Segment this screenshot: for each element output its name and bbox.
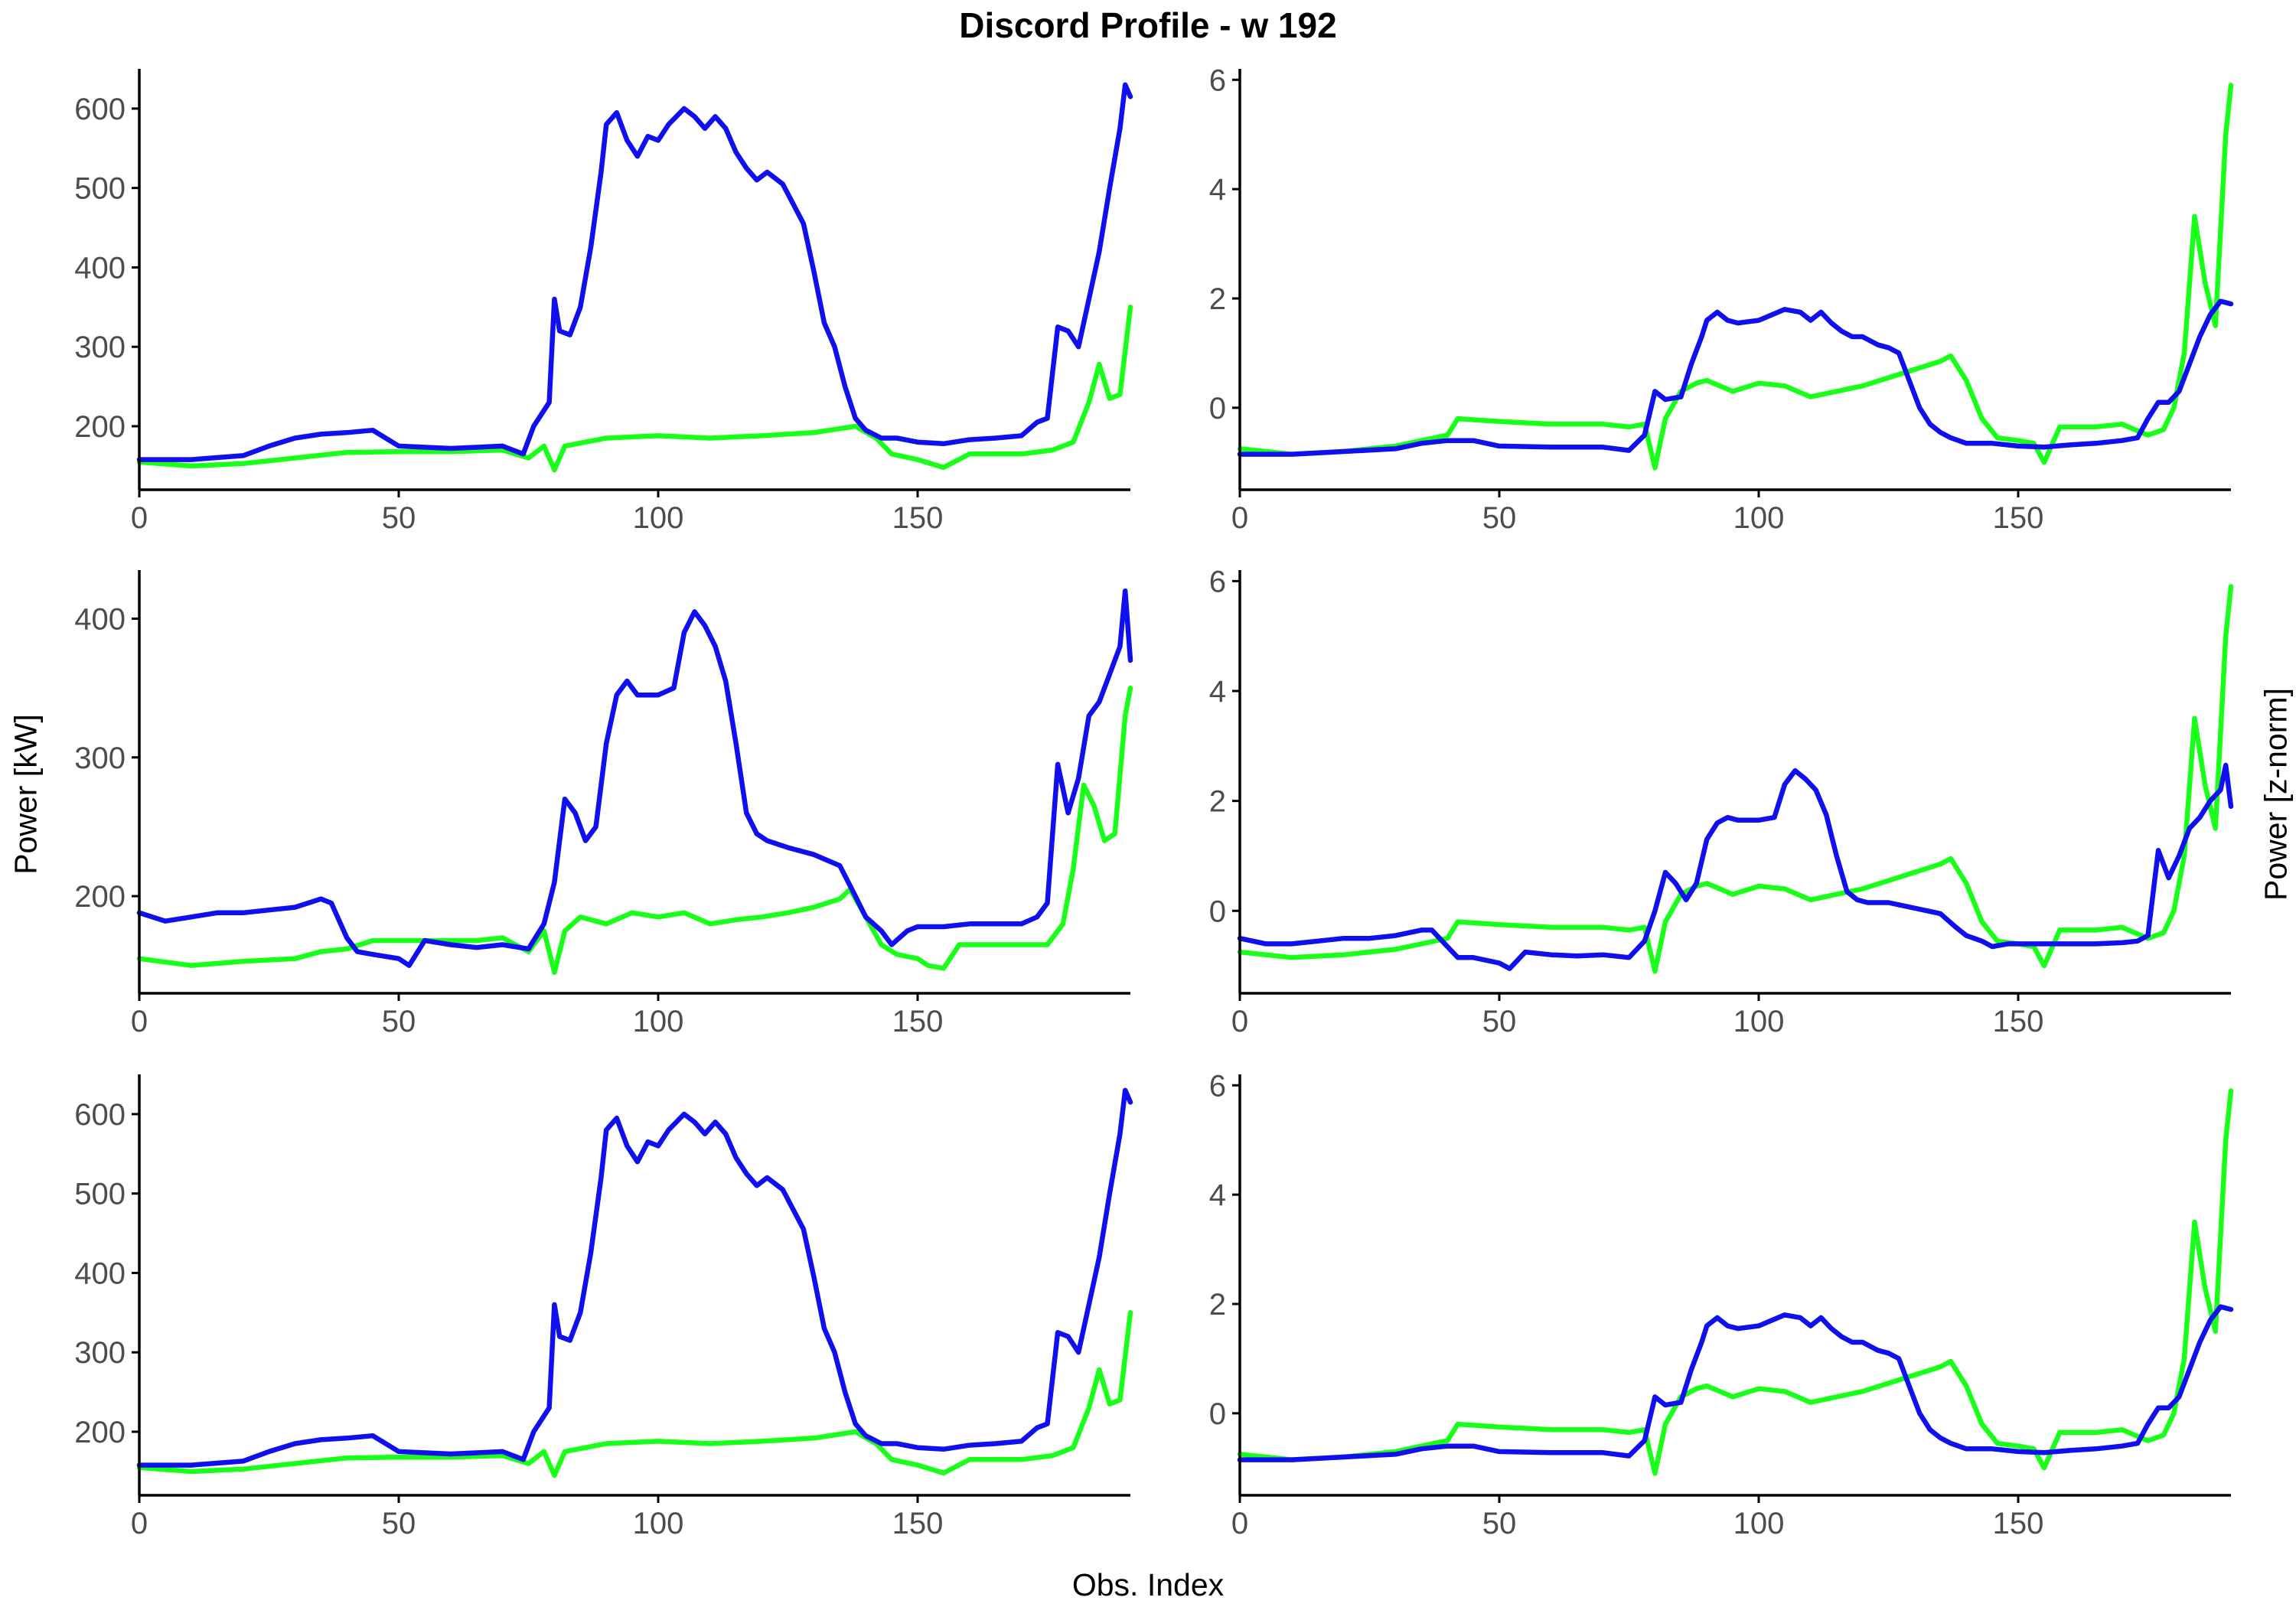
x-tick-label: 50 bbox=[1482, 1005, 1517, 1038]
y-tick-label: 2 bbox=[1209, 282, 1226, 316]
series-line-blue bbox=[1237, 762, 2234, 971]
y-tick-label: 200 bbox=[74, 880, 126, 914]
y-tick-label: 600 bbox=[74, 93, 126, 126]
series-line-blue bbox=[136, 1087, 1133, 1468]
series-line-green bbox=[1237, 584, 2234, 974]
y-tick-label: 400 bbox=[74, 251, 126, 285]
x-tick-label: 100 bbox=[1733, 501, 1785, 535]
series-line-blue bbox=[1237, 1304, 2234, 1462]
y-tick-label: 300 bbox=[74, 742, 126, 775]
x-tick-label: 50 bbox=[1482, 1507, 1517, 1540]
y-tick-label: 400 bbox=[74, 602, 126, 636]
x-tick-label: 50 bbox=[1482, 501, 1517, 535]
series-line-green bbox=[1237, 83, 2234, 471]
x-tick-label: 50 bbox=[382, 1507, 416, 1540]
y-tick-label: 200 bbox=[74, 1416, 126, 1449]
y-tick-label: 500 bbox=[74, 1178, 126, 1211]
x-tick-label: 0 bbox=[131, 501, 148, 535]
panel-row2-left: 200 300 400 0 50 100 150 bbox=[74, 570, 1133, 1038]
x-tick-label: 150 bbox=[892, 501, 944, 535]
x-tick-label: 0 bbox=[131, 1005, 148, 1038]
x-tick-label: 0 bbox=[1231, 501, 1248, 535]
panel-row1-left: 200 300 400 500 600 0 50 100 150 bbox=[74, 69, 1133, 535]
series-line-green bbox=[136, 685, 1133, 976]
x-axis-title: Obs. Index bbox=[1071, 1567, 1225, 1602]
y-tick-label: 300 bbox=[74, 331, 126, 364]
series-line-green bbox=[136, 305, 1133, 473]
x-tick-label: 100 bbox=[633, 1005, 684, 1038]
x-tick-label: 150 bbox=[892, 1005, 944, 1038]
series-line-green bbox=[136, 1310, 1133, 1478]
x-tick-label: 150 bbox=[1993, 1507, 2044, 1540]
y-tick-label: 2 bbox=[1209, 785, 1226, 819]
x-tick-label: 50 bbox=[382, 501, 416, 535]
x-tick-label: 150 bbox=[892, 1507, 944, 1540]
panel-row1-right: 0 2 4 6 0 50 100 150 bbox=[1209, 64, 2234, 535]
y-tick-label: 4 bbox=[1209, 173, 1226, 207]
x-tick-label: 0 bbox=[1231, 1507, 1248, 1540]
panel-row3-left: 200 300 400 500 600 0 50 100 150 bbox=[74, 1074, 1133, 1540]
x-tick-label: 100 bbox=[1733, 1507, 1785, 1540]
y-tick-label: 0 bbox=[1209, 1397, 1226, 1431]
series-line-blue bbox=[136, 82, 1133, 462]
x-tick-label: 100 bbox=[633, 1507, 684, 1540]
figure-title: Discord Profile - w 192 bbox=[959, 5, 1337, 45]
panel-row3-right: 0 2 4 6 0 50 100 150 bbox=[1209, 1069, 2234, 1540]
y-tick-label: 4 bbox=[1209, 675, 1226, 709]
x-tick-label: 100 bbox=[1733, 1005, 1785, 1038]
y-tick-label: 0 bbox=[1209, 392, 1226, 425]
series-line-blue bbox=[1237, 298, 2234, 457]
y-tick-label: 600 bbox=[74, 1098, 126, 1132]
x-tick-label: 150 bbox=[1993, 1005, 2044, 1038]
y-tick-label: 6 bbox=[1209, 565, 1226, 598]
y-tick-label: 400 bbox=[74, 1257, 126, 1290]
y-tick-label: 0 bbox=[1209, 895, 1226, 928]
series-line-green bbox=[1237, 1088, 2234, 1476]
y-tick-label: 4 bbox=[1209, 1178, 1226, 1212]
y-tick-label: 200 bbox=[74, 410, 126, 444]
series-line-blue bbox=[136, 588, 1133, 968]
x-tick-label: 50 bbox=[382, 1005, 416, 1038]
panel-row2-right: 0 2 4 6 0 50 100 150 bbox=[1209, 565, 2234, 1038]
x-tick-label: 100 bbox=[633, 501, 684, 535]
y-tick-label: 300 bbox=[74, 1336, 126, 1370]
x-tick-label: 0 bbox=[131, 1507, 148, 1540]
y-tick-label: 6 bbox=[1209, 1069, 1226, 1103]
x-tick-label: 0 bbox=[1231, 1005, 1248, 1038]
y-tick-label: 2 bbox=[1209, 1288, 1226, 1322]
x-tick-label: 150 bbox=[1993, 501, 2044, 535]
y-tick-label: 500 bbox=[74, 172, 126, 206]
y-tick-label: 6 bbox=[1209, 64, 1226, 97]
